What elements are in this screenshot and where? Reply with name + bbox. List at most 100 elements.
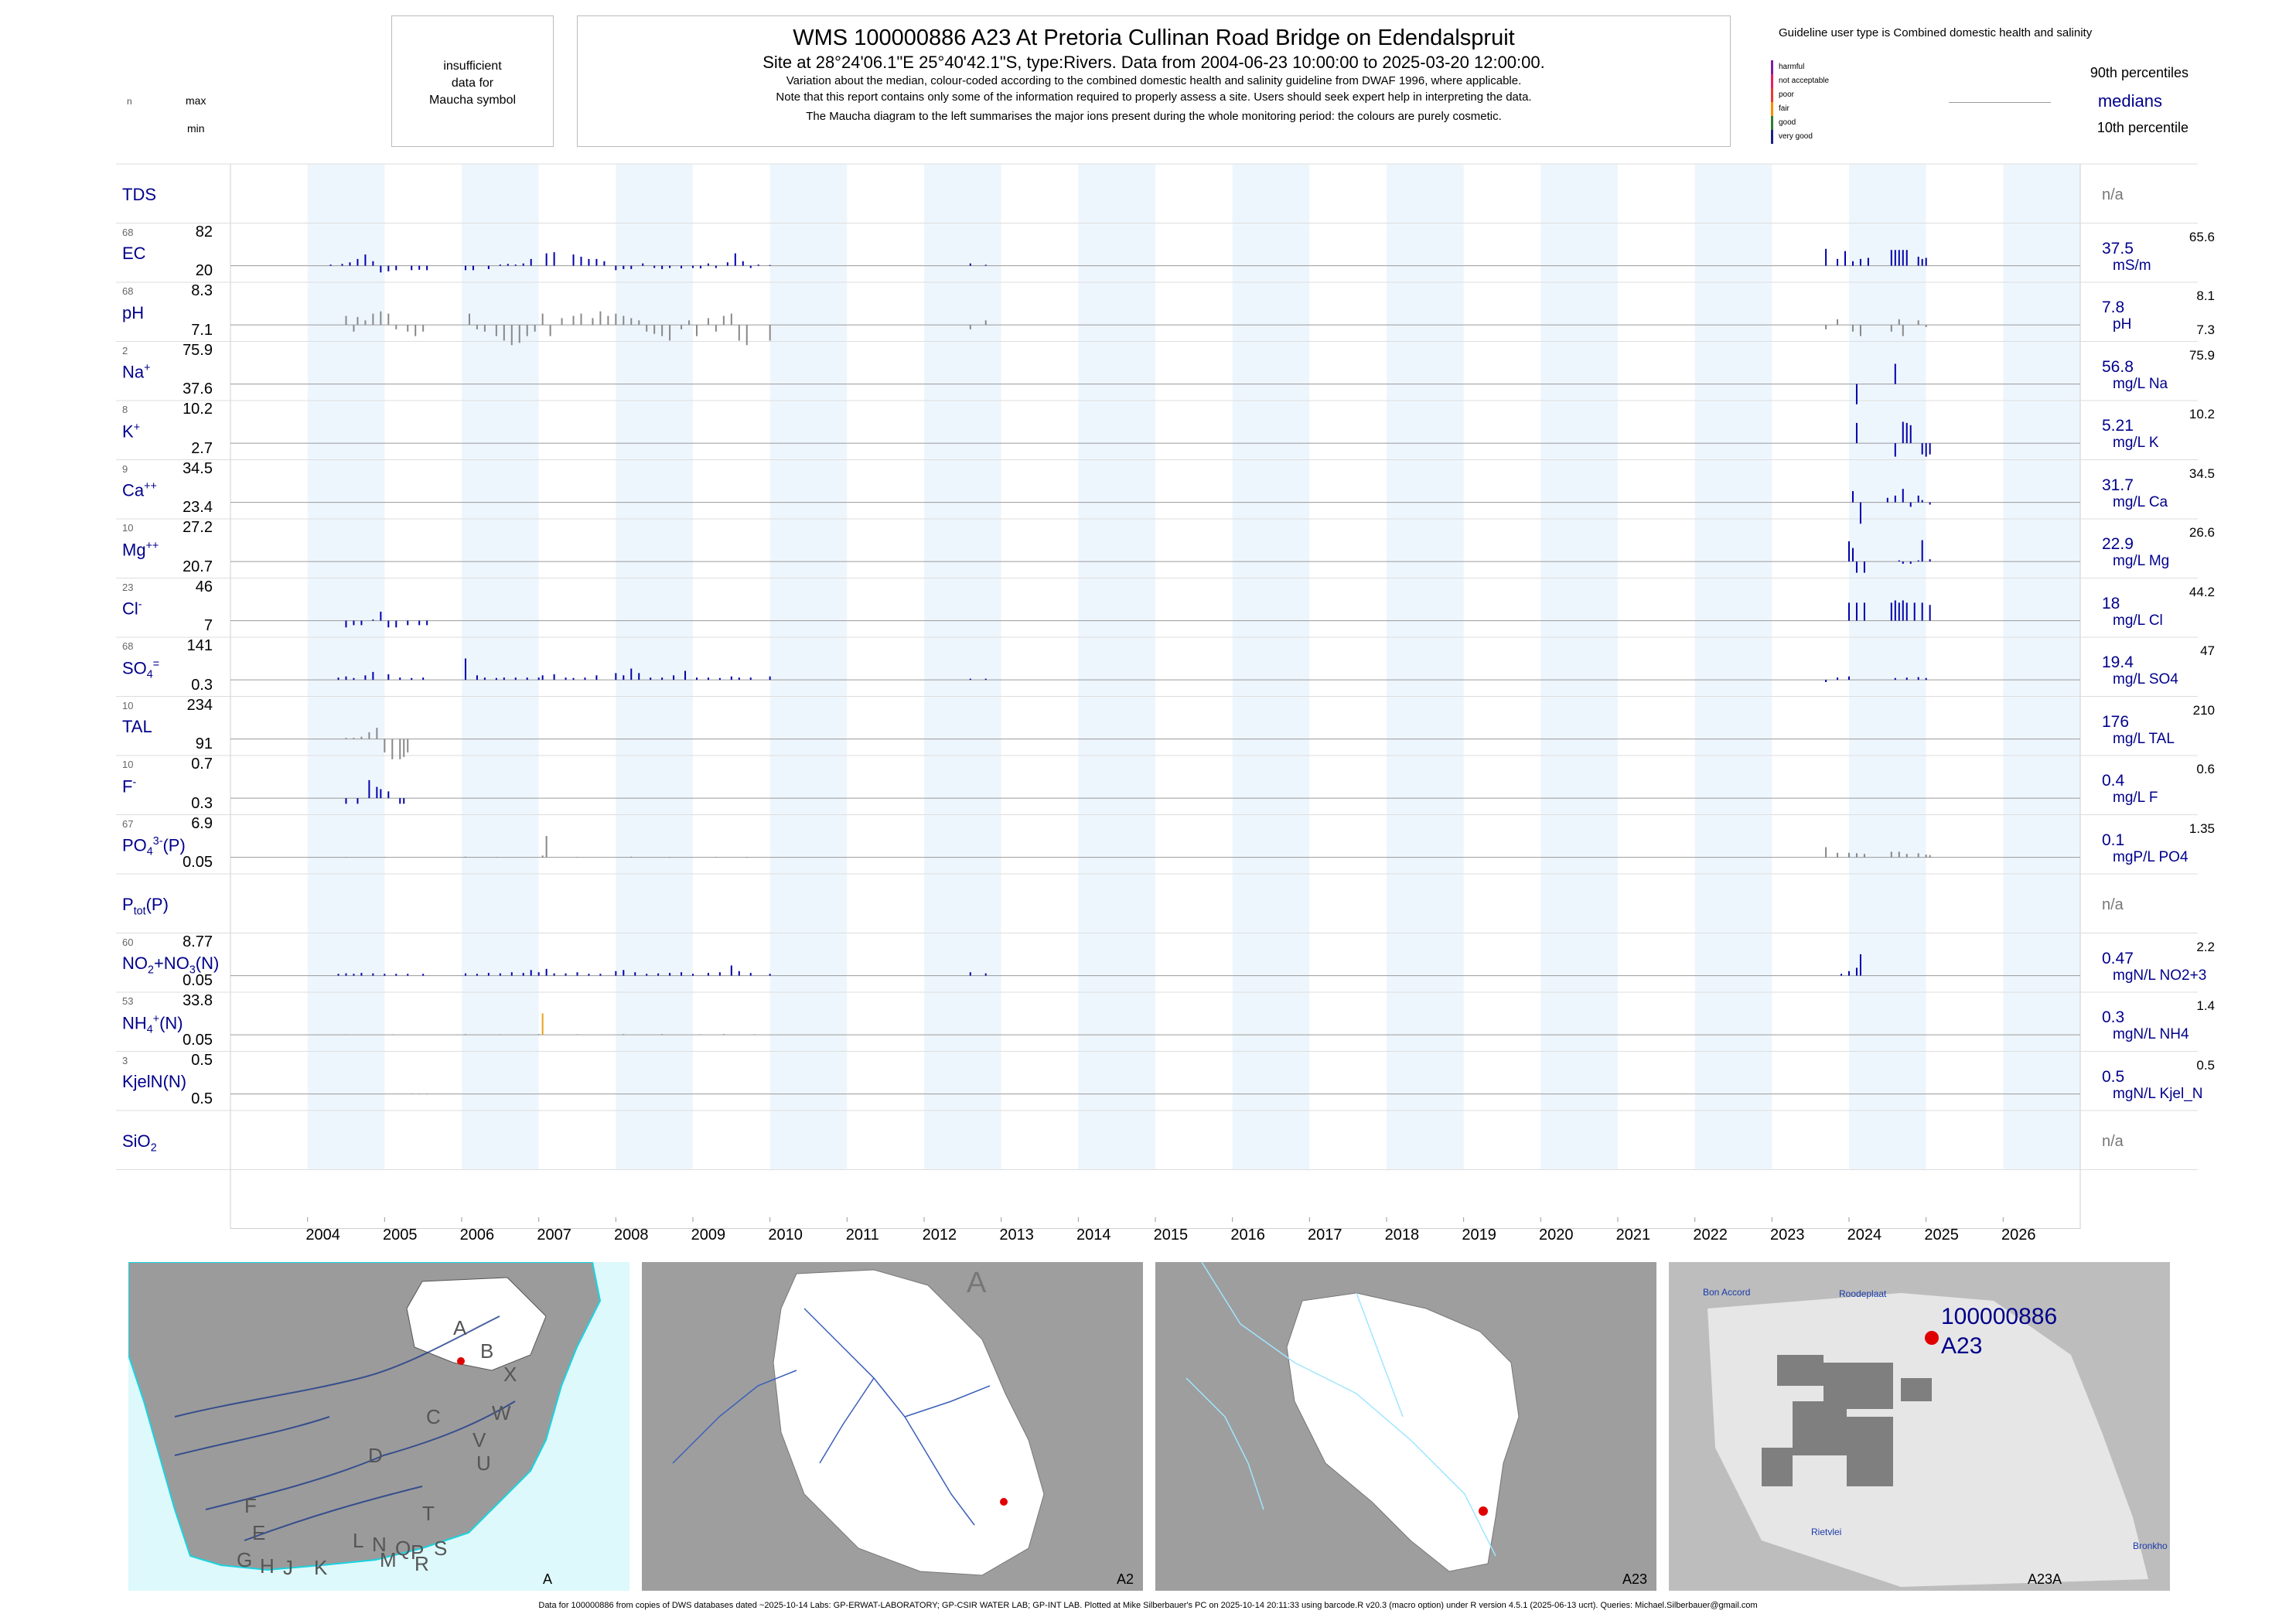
guideline-label: very good: [1779, 132, 1813, 141]
map-a-region-letter: K: [314, 1556, 328, 1579]
param-name-f: F-: [122, 776, 137, 797]
param-n-na: 2: [122, 344, 128, 357]
param-median-ca: 31.7: [2102, 476, 2134, 494]
maucha-line-1: insufficient: [443, 60, 502, 73]
param-unit-nh4: mgN/L NH4: [2113, 1026, 2189, 1043]
map-a-region-letter: U: [476, 1452, 491, 1475]
year-label: 2008: [614, 1227, 649, 1244]
param-p90-so4: 47: [2200, 643, 2215, 658]
year-label: 2005: [383, 1227, 418, 1244]
year-shade-band: [1078, 164, 1155, 1170]
param-name-mg: Mg++: [122, 539, 159, 560]
year-label: 2022: [1693, 1227, 1728, 1244]
param-max-k: 10.2: [183, 401, 213, 418]
param-max-ec: 82: [195, 223, 213, 241]
map-a-region-letter: M: [380, 1548, 397, 1571]
param-unit-no3: mgN/L NO2+3: [2113, 967, 2207, 984]
guideline-label: harmful: [1779, 63, 1805, 71]
param-unit-kjel: mgN/L Kjel_N: [2113, 1085, 2203, 1102]
barcode-chart: [116, 163, 2198, 1229]
year-label: 2026: [2001, 1227, 2036, 1244]
param-p90-ca: 34.5: [2189, 466, 2215, 481]
map-a23a: 100000886 A23 Bon Accord Roodeplaat Riet…: [1669, 1262, 2170, 1591]
year-label: 2024: [1847, 1227, 1882, 1244]
guideline-swatch: [1771, 88, 1773, 102]
guideline-swatch: [1771, 74, 1773, 88]
param-min-tal: 91: [195, 735, 213, 752]
year-label: 2011: [845, 1227, 879, 1244]
param-min-cl: 7: [203, 617, 213, 634]
year-label: 2009: [691, 1227, 726, 1244]
param-median-so4: 19.4: [2102, 653, 2134, 672]
param-n-no3: 60: [122, 936, 134, 948]
param-max-na: 75.9: [183, 341, 213, 359]
param-median-nh4: 0.3: [2102, 1008, 2125, 1027]
param-max-cl: 46: [195, 578, 213, 595]
site-drainage-label: A23: [1941, 1333, 1983, 1359]
place-label-3: Rietvlei: [1811, 1527, 1842, 1537]
param-n-ph: 68: [122, 285, 134, 297]
param-na-tds: n/a: [2102, 186, 2124, 204]
maucha-line-3: Maucha symbol: [428, 94, 517, 107]
param-name-so4: SO4=: [122, 657, 160, 681]
guideline-swatch: [1771, 102, 1773, 116]
place-label-2: Roodeplaat: [1839, 1288, 1887, 1299]
place-label-1: Bon Accord: [1703, 1287, 1751, 1298]
year-label: 2014: [1076, 1227, 1111, 1244]
param-name-ca: Ca++: [122, 480, 157, 500]
param-p10-ph: 7.3: [2196, 322, 2215, 338]
year-shade-band: [307, 164, 385, 1170]
param-max-po4: 6.9: [191, 814, 213, 832]
map-a-region-letter: W: [492, 1401, 511, 1424]
param-min-k: 2.7: [191, 439, 213, 457]
map-a-region-letter: L: [353, 1529, 364, 1552]
guideline-swatch: [1771, 130, 1773, 144]
param-n-cl: 23: [122, 581, 134, 593]
param-min-f: 0.3: [191, 794, 213, 812]
param-median-kjel: 0.5: [2102, 1067, 2125, 1086]
guideline-swatch: [1771, 116, 1773, 130]
param-na-sio2: n/a: [2102, 1133, 2124, 1151]
map-a-region-letter: T: [422, 1502, 435, 1525]
param-n-mg: 10: [122, 522, 134, 534]
guideline-label: fair: [1779, 104, 1789, 113]
param-name-ph: pH: [122, 302, 145, 322]
param-min-no3: 0.05: [183, 972, 213, 989]
maucha-box: insufficient data for Maucha symbol: [391, 15, 554, 147]
year-shade-band: [1387, 164, 1464, 1170]
param-p90-po4: 1.35: [2189, 821, 2215, 836]
year-label: 2013: [999, 1227, 1034, 1244]
param-unit-so4: mg/L SO4: [2113, 671, 2178, 688]
year-label: 2006: [459, 1227, 495, 1244]
year-label: 2016: [1230, 1227, 1265, 1244]
year-label: 2004: [305, 1227, 340, 1244]
param-min-mg: 20.7: [183, 558, 213, 575]
param-unit-f: mg/L F: [2113, 790, 2158, 807]
param-unit-ph: pH: [2113, 316, 2132, 333]
guideline-color-bar: [1771, 60, 1773, 144]
param-p90-no3: 2.2: [2196, 939, 2215, 954]
param-min-kjel: 0.5: [191, 1090, 213, 1107]
param-unit-na: mg/L Na: [2113, 375, 2168, 392]
year-shade-band: [1540, 164, 1618, 1170]
param-n-ca: 9: [122, 462, 128, 475]
map-a2-region-letter: A: [967, 1267, 987, 1299]
map-a-region-letter: H: [260, 1554, 275, 1578]
param-na-ptot: n/a: [2102, 896, 2124, 914]
map-a2: A A2: [642, 1262, 1143, 1591]
param-p90-na: 75.9: [2189, 347, 2215, 363]
map-a-region-letter: V: [473, 1428, 486, 1452]
param-p90-k: 10.2: [2189, 407, 2215, 421]
year-label: 2021: [1615, 1227, 1651, 1244]
year-label: 2010: [768, 1227, 803, 1244]
param-min-na: 37.6: [183, 380, 213, 397]
map-a-region-letter: G: [237, 1548, 253, 1571]
page-subtitle: Site at 28°24'06.1"E 25°40'42.1"S, type:…: [762, 53, 1545, 72]
param-unit-po4: mgP/L PO4: [2113, 848, 2189, 865]
map-a-region-letter: E: [252, 1521, 266, 1544]
guideline-label: not acceptable: [1779, 77, 1830, 85]
year-label: 2018: [1384, 1227, 1420, 1244]
year-shade-band: [769, 164, 848, 1170]
param-n-nh4: 53: [122, 995, 134, 1007]
footer-text: Data for 100000886 from copies of DWS da…: [538, 1601, 1758, 1610]
